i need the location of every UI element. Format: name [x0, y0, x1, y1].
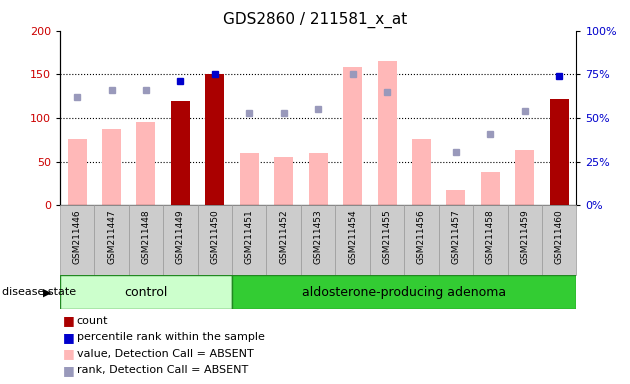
Bar	[438, 205, 473, 275]
Bar	[129, 205, 163, 275]
Bar	[447, 190, 466, 205]
Bar	[60, 275, 232, 309]
Text: GSM211456: GSM211456	[417, 209, 426, 264]
Bar	[163, 205, 198, 275]
Bar	[473, 205, 508, 275]
Bar	[370, 205, 404, 275]
Text: GSM211459: GSM211459	[520, 209, 529, 264]
Text: control: control	[124, 286, 168, 299]
Text: ■: ■	[63, 364, 75, 377]
Text: GSM211452: GSM211452	[279, 209, 288, 263]
Text: GSM211449: GSM211449	[176, 209, 185, 263]
Text: GSM211458: GSM211458	[486, 209, 495, 264]
Bar	[481, 172, 500, 205]
Text: GSM211457: GSM211457	[452, 209, 461, 264]
Bar	[274, 157, 293, 205]
Text: GDS2860 / 211581_x_at: GDS2860 / 211581_x_at	[223, 12, 407, 28]
Text: GSM211453: GSM211453	[314, 209, 323, 264]
Text: ■: ■	[63, 347, 75, 360]
Text: disease state: disease state	[2, 287, 76, 297]
Bar	[102, 129, 121, 205]
Text: GSM211447: GSM211447	[107, 209, 116, 263]
Text: GSM211454: GSM211454	[348, 209, 357, 263]
Text: GSM211455: GSM211455	[382, 209, 391, 264]
Bar	[343, 68, 362, 205]
Bar	[60, 205, 94, 275]
Bar	[515, 149, 534, 205]
Bar	[377, 61, 396, 205]
Bar	[67, 139, 86, 205]
Bar	[550, 99, 569, 205]
Text: ▶: ▶	[43, 287, 52, 297]
Bar	[335, 205, 370, 275]
Bar	[198, 205, 232, 275]
Text: GSM211451: GSM211451	[245, 209, 254, 264]
Text: GSM211460: GSM211460	[555, 209, 564, 264]
Text: ■: ■	[63, 331, 75, 344]
Text: aldosterone-producing adenoma: aldosterone-producing adenoma	[302, 286, 507, 299]
Bar	[309, 153, 328, 205]
Text: GSM211450: GSM211450	[210, 209, 219, 264]
Text: value, Detection Call = ABSENT: value, Detection Call = ABSENT	[77, 349, 254, 359]
Bar	[266, 205, 301, 275]
Text: GSM211448: GSM211448	[142, 209, 151, 263]
Bar	[542, 205, 576, 275]
Bar	[508, 205, 542, 275]
Bar	[137, 122, 156, 205]
Text: percentile rank within the sample: percentile rank within the sample	[77, 332, 265, 342]
Bar	[171, 101, 190, 205]
Bar	[232, 275, 576, 309]
Text: GSM211446: GSM211446	[72, 209, 81, 263]
Bar	[232, 205, 266, 275]
Bar	[205, 74, 224, 205]
Bar	[412, 139, 431, 205]
Bar	[404, 205, 438, 275]
Bar	[301, 205, 335, 275]
Text: count: count	[77, 316, 108, 326]
Text: ■: ■	[63, 314, 75, 327]
Text: rank, Detection Call = ABSENT: rank, Detection Call = ABSENT	[77, 365, 248, 375]
Bar	[94, 205, 129, 275]
Bar	[240, 153, 259, 205]
